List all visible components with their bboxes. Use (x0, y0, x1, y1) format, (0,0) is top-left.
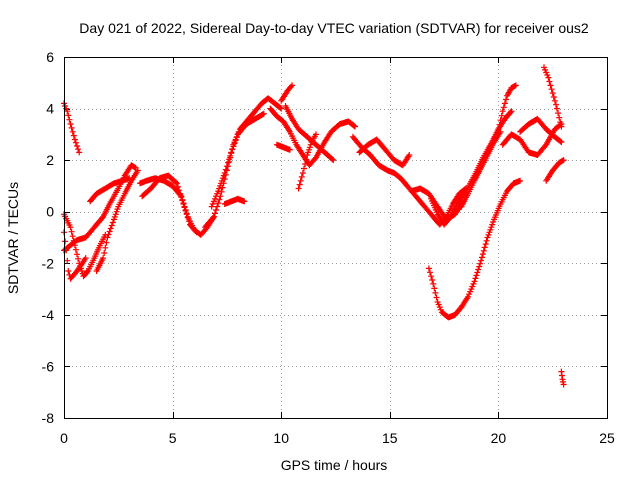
x-tick-label: 5 (169, 430, 177, 446)
x-tick-label: 25 (599, 430, 615, 446)
data-point-markers (267, 105, 358, 169)
data-marks (61, 64, 567, 388)
data-point-markers (495, 82, 519, 133)
data-point-markers (202, 95, 285, 231)
axis-ticks (64, 57, 608, 419)
data-track (273, 141, 293, 153)
y-tick-label: -2 (42, 255, 55, 271)
data-point-markers (425, 177, 524, 321)
data-track (541, 64, 565, 130)
data-point-markers (499, 121, 565, 158)
data-point-markers (221, 195, 248, 207)
data-point-markers (543, 157, 567, 184)
data-track (499, 121, 565, 158)
x-axis-label: GPS time / hours (281, 457, 388, 473)
y-tick-label: 2 (46, 152, 54, 168)
data-point-markers (93, 167, 141, 274)
y-axis-label: SDTVAR / TECUs (5, 182, 21, 294)
data-track (517, 115, 565, 146)
data-point-markers (139, 172, 200, 236)
data-track (356, 136, 413, 169)
plot-frame (64, 57, 608, 419)
data-point-markers (458, 128, 504, 210)
data-track (202, 95, 285, 231)
data-point-markers (541, 64, 565, 130)
data-point-markers (517, 115, 565, 146)
data-track (93, 167, 141, 274)
data-point-markers (558, 368, 567, 388)
x-tick-label: 15 (382, 430, 398, 446)
chart-title: Day 021 of 2022, Sidereal Day-to-day VTE… (79, 20, 589, 36)
data-track (139, 172, 200, 236)
grid (64, 57, 607, 418)
x-tick-label: 20 (491, 430, 507, 446)
x-tick-label: 10 (273, 430, 289, 446)
data-track (458, 128, 504, 210)
data-point-markers (356, 136, 413, 169)
data-track (267, 105, 358, 169)
data-track (543, 157, 567, 184)
y-tick-label: -6 (42, 358, 55, 374)
data-track (425, 177, 524, 321)
y-tick-label: -8 (42, 410, 55, 426)
y-tick-label: 6 (46, 49, 54, 65)
y-tick-labels: -8 -6 -4 -2 0 2 4 6 (42, 49, 55, 426)
y-tick-label: 0 (46, 204, 54, 220)
y-tick-label: -4 (42, 307, 55, 323)
data-track (87, 175, 133, 205)
data-track (208, 110, 267, 210)
data-point-markers (273, 141, 293, 153)
y-tick-label: 4 (46, 101, 54, 117)
x-tick-label: 0 (60, 430, 68, 446)
data-track (295, 131, 319, 192)
data-point-markers (208, 110, 267, 210)
data-point-markers (295, 131, 319, 192)
data-track (495, 82, 519, 133)
x-tick-labels: 0 5 10 15 20 25 (60, 430, 615, 446)
data-point-markers (278, 82, 296, 104)
data-track (278, 82, 296, 104)
data-track (221, 195, 248, 207)
data-point-markers (87, 175, 133, 205)
data-point-markers (61, 162, 139, 254)
data-track (61, 162, 139, 254)
data-track (558, 368, 567, 388)
